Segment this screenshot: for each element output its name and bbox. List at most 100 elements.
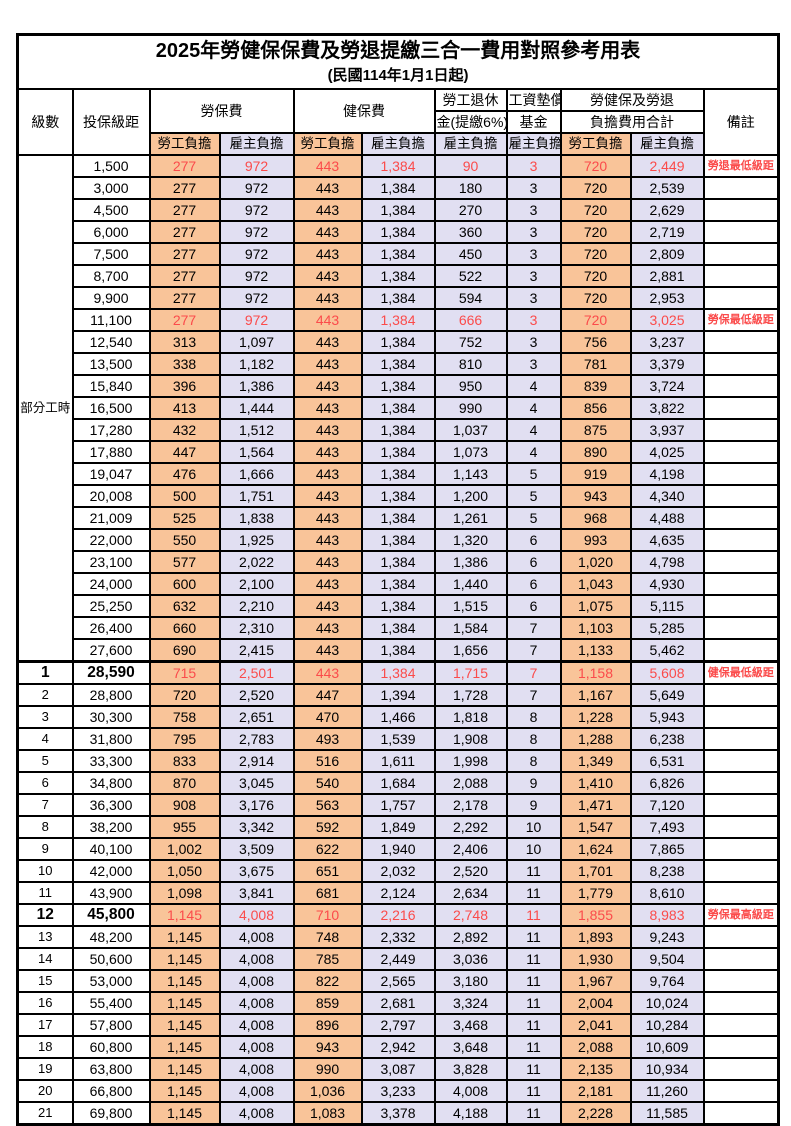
fee-cell: 2,088 (559, 1035, 632, 1059)
fee-cell: 3,379 (629, 352, 705, 376)
subheader-health-employee: 勞工負擔 (292, 132, 363, 156)
table-row: 17 57,800 1,145 4,008 896 2,797 3,468 11 2,041 10… (16, 1013, 780, 1037)
bracket-cell: 48,200 (71, 925, 151, 949)
fee-cell: 443 (292, 616, 363, 640)
note-cell (702, 1101, 780, 1126)
fee-cell: 338 (148, 352, 221, 376)
fee-cell: 2,629 (629, 198, 705, 222)
bracket-cell: 3,000 (71, 176, 151, 200)
fee-cell: 7,120 (629, 793, 705, 817)
note-cell (702, 683, 780, 707)
note-cell (702, 881, 780, 905)
fee-cell: 447 (292, 683, 363, 707)
bracket-cell: 19,047 (71, 462, 151, 486)
fee-cell: 9,504 (629, 947, 705, 971)
fee-cell: 1,967 (559, 969, 632, 993)
table-row: 1 28,590 715 2,501 443 1,384 1,715 7 1,158 5,608 健… (16, 660, 780, 685)
note-cell (702, 859, 780, 883)
table-row: 21 69,800 1,145 4,008 1,083 3,378 4,188 11 2,228… (16, 1101, 780, 1126)
col-header-bracket: 投保級距 (71, 88, 151, 156)
fee-cell: 972 (218, 264, 295, 288)
fee-cell: 972 (218, 242, 295, 266)
bracket-cell: 40,100 (71, 837, 151, 861)
fee-cell: 450 (433, 242, 508, 266)
bracket-cell: 20,008 (71, 484, 151, 508)
fee-cell: 1,384 (360, 286, 436, 310)
fee-cell: 8,610 (629, 881, 705, 905)
fee-cell: 1,158 (559, 660, 632, 685)
fee-cell: 4,635 (629, 528, 705, 552)
fee-cell: 500 (148, 484, 221, 508)
fee-cell: 3,176 (218, 793, 295, 817)
level-cell: 15 (16, 969, 74, 993)
fee-cell: 1,838 (218, 506, 295, 530)
fee-cell: 1,394 (360, 683, 436, 707)
fee-cell: 8,983 (629, 903, 705, 927)
note-cell (702, 220, 780, 244)
fee-cell: 955 (148, 815, 221, 839)
level-cell: 20 (16, 1079, 74, 1103)
table-row: 16 55,400 1,145 4,008 859 2,681 3,324 11 2,004 10… (16, 991, 780, 1015)
fee-cell: 577 (148, 550, 221, 574)
fee-cell: 11 (505, 991, 562, 1015)
fee-cell: 2,681 (360, 991, 436, 1015)
note-cell (702, 286, 780, 310)
fee-cell: 11 (505, 881, 562, 905)
fee-cell: 1,384 (360, 594, 436, 618)
note-cell: 勞保最高級距 (702, 903, 780, 927)
fee-cell: 1,228 (559, 705, 632, 729)
fee-cell: 592 (292, 815, 363, 839)
fee-cell: 1,512 (218, 418, 295, 442)
fee-cell: 651 (292, 859, 363, 883)
bracket-cell: 43,900 (71, 881, 151, 905)
note-cell: 健保最低級距 (702, 660, 780, 685)
level-cell: 16 (16, 991, 74, 1015)
fee-cell: 908 (148, 793, 221, 817)
fee-cell: 1,050 (148, 859, 221, 883)
fee-cell: 1,440 (433, 572, 508, 596)
fee-cell: 1,925 (218, 528, 295, 552)
fee-cell: 443 (292, 506, 363, 530)
fee-cell: 8 (505, 749, 562, 773)
fee-cell: 443 (292, 220, 363, 244)
level-cell: 10 (16, 859, 74, 883)
fee-cell: 10 (505, 815, 562, 839)
fee-cell: 1,097 (218, 330, 295, 354)
table-row: 21,009 525 1,838 443 1,384 1,261 5 968 4,488 (18, 506, 780, 530)
subheader-total-employer: 雇主負擔 (629, 132, 705, 156)
fee-cell: 943 (559, 484, 632, 508)
fee-cell: 720 (559, 176, 632, 200)
table-row: 8,700 277 972 443 1,384 522 3 720 2,881 (18, 264, 780, 288)
fee-cell: 1,893 (559, 925, 632, 949)
title-cell: 2025年勞健保保費及勞退提繳三合一費用對照參考用表 (民國114年1月1日起) (16, 33, 780, 90)
fee-cell: 4,188 (433, 1101, 508, 1126)
fee-cell: 9 (505, 793, 562, 817)
fee-cell: 540 (292, 771, 363, 795)
fee-cell: 3,045 (218, 771, 295, 795)
fee-cell: 8 (505, 727, 562, 751)
fee-cell: 10 (505, 837, 562, 861)
fee-cell: 3,724 (629, 374, 705, 398)
bracket-cell: 66,800 (71, 1079, 151, 1103)
fee-cell: 1,384 (360, 308, 436, 332)
fee-cell: 3,180 (433, 969, 508, 993)
fee-cell: 11 (505, 1035, 562, 1059)
bracket-cell: 25,250 (71, 594, 151, 618)
fee-cell: 4,008 (218, 991, 295, 1015)
note-cell (702, 925, 780, 949)
note-cell (702, 947, 780, 971)
fee-cell: 1,020 (559, 550, 632, 574)
col-header-wage-fund-line2: 基金 (505, 110, 562, 134)
fee-cell: 1,855 (559, 903, 632, 927)
fee-cell: 1,103 (559, 616, 632, 640)
fee-cell: 2,942 (360, 1035, 436, 1059)
bracket-cell: 30,300 (71, 705, 151, 729)
fee-cell: 1,145 (148, 1035, 221, 1059)
table-row: 5 33,300 833 2,914 516 1,611 1,998 8 1,349 6,531 (16, 749, 780, 773)
fee-cell: 1,564 (218, 440, 295, 464)
note-cell (702, 528, 780, 552)
table-row: 11,100 277 972 443 1,384 666 3 720 3,025 勞保最低級距 (18, 308, 780, 332)
table-row: 11 43,900 1,098 3,841 681 2,124 2,634 11 1,779 8,… (16, 881, 780, 905)
note-cell (702, 594, 780, 618)
fee-cell: 3,233 (360, 1079, 436, 1103)
